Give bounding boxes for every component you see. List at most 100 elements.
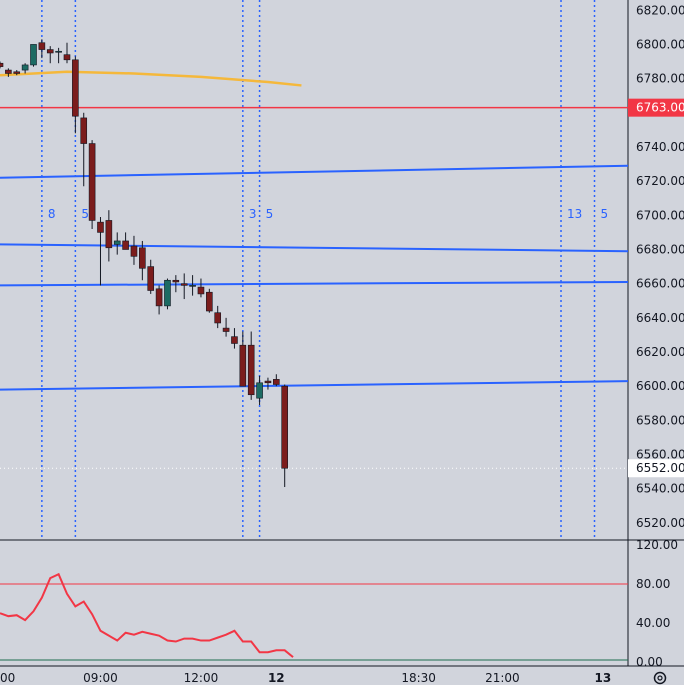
candle-body [97,221,104,233]
candle-body [155,288,163,307]
gear-icon[interactable] [653,671,667,685]
candle [0,61,4,69]
price-tick-label: 6540.00 [636,482,684,496]
candle [139,240,146,281]
settings-button[interactable] [653,671,667,685]
trendline[interactable] [0,243,629,253]
candle-body [46,49,54,54]
price-tick-label: 6680.00 [636,242,684,256]
candle-body [273,379,280,385]
candle-body [113,240,121,245]
candle [214,305,222,329]
candle [122,232,129,250]
candle-body [5,69,12,74]
candle [130,235,138,265]
oscillator-line [0,572,294,658]
trendlines[interactable] [0,164,629,391]
osc-tick-label: 80.00 [636,577,670,591]
price-axis[interactable]: 6820.00 6800.00 6780.00 6740.00 6720.00 6700.… [628,3,684,669]
price-level[interactable] [0,106,628,469]
price-tick-label: 6600.00 [636,379,684,393]
candle-body [38,42,46,50]
trendline[interactable] [0,280,629,287]
ema-line-path [0,70,302,87]
candle-body [239,344,247,387]
candle [21,63,29,74]
cycle-label: 5 [81,207,89,221]
candle [72,56,79,134]
cycle-label: 3 [249,207,257,221]
candle-body [281,385,288,469]
candle-body [206,291,213,312]
candle-body [72,59,79,117]
candle-body [214,312,222,324]
cycle-label: 5 [601,207,609,221]
candle-body [55,50,62,53]
candle [189,275,196,296]
time-tick-label: 09:00 [83,671,118,685]
candle-body [264,380,272,384]
price-tick-label: 6520.00 [636,516,684,530]
candle-body [88,143,96,221]
candle [231,328,238,349]
osc-tick-label: 0.00 [636,655,663,669]
candle [155,285,163,315]
candle-body [63,54,71,61]
price-tick-label: 6700.00 [636,208,684,222]
candle-body [80,117,88,144]
ema-line [0,70,302,87]
last-price-badge[interactable] [628,459,684,478]
time-tick-label: 12 [268,671,285,685]
price-tick-label: 6660.00 [636,277,684,291]
candle [273,374,280,387]
candle [197,278,205,298]
price-tick-label: 6800.00 [636,37,684,51]
candle-body [247,344,255,396]
candle-body [231,336,238,344]
osc-tick-label: 120.00 [636,538,678,552]
cycle-label: 5 [266,207,274,221]
candle [247,331,255,400]
trendline[interactable] [0,380,629,391]
candle [256,375,263,405]
price-tick-label: 6740.00 [636,140,684,154]
candle-body [172,279,180,283]
candle-body [180,283,188,286]
price-tick-label: 6560.00 [636,448,684,462]
time-axis[interactable]: 00 09:00 12:00 12 18:30 21:00 13 [0,671,611,685]
candles [0,39,288,488]
candle [97,217,104,286]
candle [281,384,288,488]
candle-body [105,220,113,249]
candle-body [222,327,230,332]
candle [180,273,188,300]
candle [13,70,21,76]
candle [46,46,54,64]
candle [30,44,37,67]
time-tick-label: 13 [595,671,612,685]
price-tick-label: 6720.00 [636,174,684,188]
candle [172,275,180,293]
candle-body [197,286,205,295]
cycle-label: 13 [567,207,582,221]
price-tick-label: 6820.00 [636,3,684,17]
candle [164,278,171,310]
trendline[interactable] [0,164,629,179]
candle-body [164,279,171,307]
price-tick-label: 6580.00 [636,413,684,427]
candle [88,140,96,229]
candle-body [122,240,129,250]
candle [264,377,272,390]
candle-body [30,44,37,66]
price-tick-label: 6780.00 [636,72,684,86]
candle [38,39,46,59]
candle [5,68,12,77]
oscillator-pane [0,572,628,661]
level-badge[interactable] [628,98,684,117]
price-tick-label: 6640.00 [636,311,684,325]
cycle-label: 8 [48,207,56,221]
time-tick-label: 00 [0,671,15,685]
price-tick-label: 6620.00 [636,345,684,359]
